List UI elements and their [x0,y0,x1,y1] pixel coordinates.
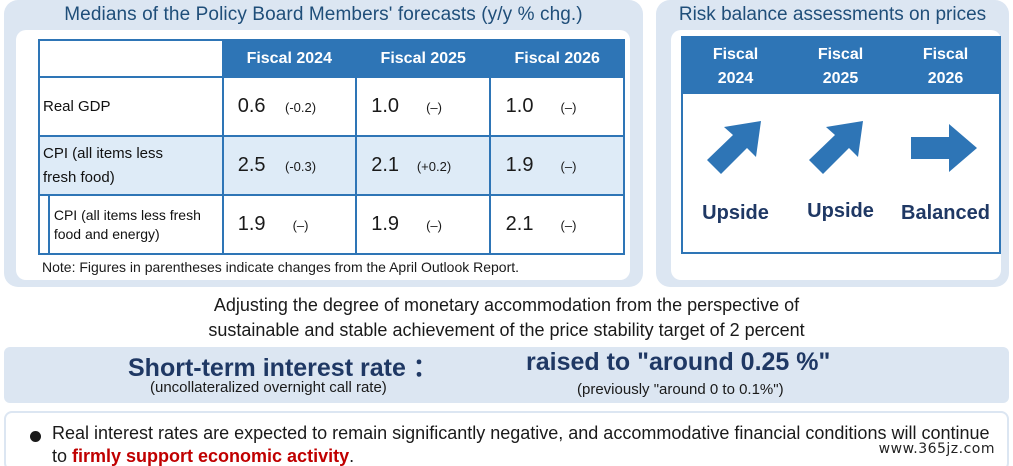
forecast-value: 1.9 [371,213,400,235]
forecast-table-box: Fiscal 2024 Fiscal 2025 Fiscal 2026 Real… [16,30,630,280]
table-row-cpi: CPI (all items less fresh food) 2.5 (-0.3… [38,135,625,196]
forecast-value: 2.1 [505,213,534,235]
forecast-change: (–) [560,159,577,174]
forecast-change: (–) [426,100,442,115]
bullet-box: Real interest rates are expected to rema… [4,411,1009,466]
forecast-change: (–) [292,218,309,233]
table-note: Note: Figures in parentheses indicate ch… [42,259,520,275]
rate-title: Short-term interest rate ： [128,354,438,382]
forecast-change: (-0.2) [284,100,317,115]
highlight-text: firmly support economic activity [72,446,350,466]
risk-col-fiscal-2024: Fiscal 2024 [712,46,759,87]
table-corner [38,39,224,78]
forecast-change: (–) [560,218,577,233]
forecast-value: 1.9 [505,154,534,176]
cell-value: 1.9 (–) [489,135,625,196]
cell-value: 1.9 (–) [221,194,358,255]
risk-panel: Risk balance assessments on prices Fisca… [656,0,1009,287]
col-header-fiscal-2024: Fiscal 2024 [221,39,358,78]
table-row-real-gdp: Real GDP 0.6 (-0.2) 1.0 (–) 1.0 (–) [38,76,625,137]
table-row-core-cpi: CPI (all items less fresh food and energ… [38,194,625,255]
cell-value: 2.1 (–) [489,194,625,255]
rate-previous: (previously "around 0 to 0.1%") [577,381,784,398]
risk-assessment-2026: Balanced [901,202,990,224]
forecast-value: 2.1 [371,154,400,176]
forecast-change: (+0.2) [416,159,452,174]
forecast-value: 2.5 [237,154,266,176]
risk-col-fiscal-2026: Fiscal 2026 [922,46,969,87]
forecast-change: (–) [560,100,577,115]
risk-box: Fiscal 2024 Fiscal 2025 Fiscal 2026 Upside … [671,30,1001,280]
cell-value: 1.0 (–) [489,76,625,137]
cell-value: 2.1 (+0.2) [355,135,492,196]
rate-band: Short-term interest rate ： (uncollateral… [4,347,1009,403]
forecast-table: Fiscal 2024 Fiscal 2025 Fiscal 2026 Real… [38,39,625,255]
forecast-value: 0.6 [237,95,266,117]
cell-value: 1.9 (–) [355,194,492,255]
watermark: www.365jz.com [878,441,995,457]
forecast-change: (-0.3) [284,159,317,174]
risk-title: Risk balance assessments on prices [678,4,987,25]
forecast-value: 1.9 [237,213,266,235]
arrow-right-icon [911,124,977,172]
arrow-up-right-icon [707,121,761,174]
forecast-change: (–) [426,218,442,233]
col-header-fiscal-2026: Fiscal 2026 [489,39,625,78]
bullet-text: Real interest rates are expected to rema… [52,423,990,466]
risk-assessment-2025: Upside [807,200,874,222]
forecast-panel: Medians of the Policy Board Members' for… [4,0,643,287]
forecast-value: 1.0 [371,95,400,117]
risk-header: Fiscal 2024 Fiscal 2025 Fiscal 2026 [683,38,999,94]
policy-statement: Adjusting the degree of monetary accommo… [208,295,805,340]
cell-value: 2.5 (-0.3) [221,135,358,196]
row-label: CPI (all items less fresh food and energ… [38,194,224,255]
rate-value: raised to "around 0.25 %" [526,348,831,376]
cell-value: 1.0 (–) [355,76,492,137]
forecast-title: Medians of the Policy Board Members' for… [64,4,583,25]
risk-col-fiscal-2025: Fiscal 2025 [817,46,864,87]
bullet-icon [30,431,41,442]
arrow-up-right-icon [809,121,863,174]
forecast-value: 1.0 [505,95,534,117]
cell-value: 0.6 (-0.2) [221,76,358,137]
col-header-fiscal-2025: Fiscal 2025 [355,39,492,78]
rate-subtitle: (uncollateralized overnight call rate) [150,379,387,396]
risk-assessment-2024: Upside [702,202,769,224]
indent-marker [40,196,50,253]
row-label: CPI (all items less fresh food) [38,135,224,196]
risk-table: Fiscal 2024 Fiscal 2025 Fiscal 2026 Upside … [681,36,1001,254]
row-label: Real GDP [38,76,224,137]
